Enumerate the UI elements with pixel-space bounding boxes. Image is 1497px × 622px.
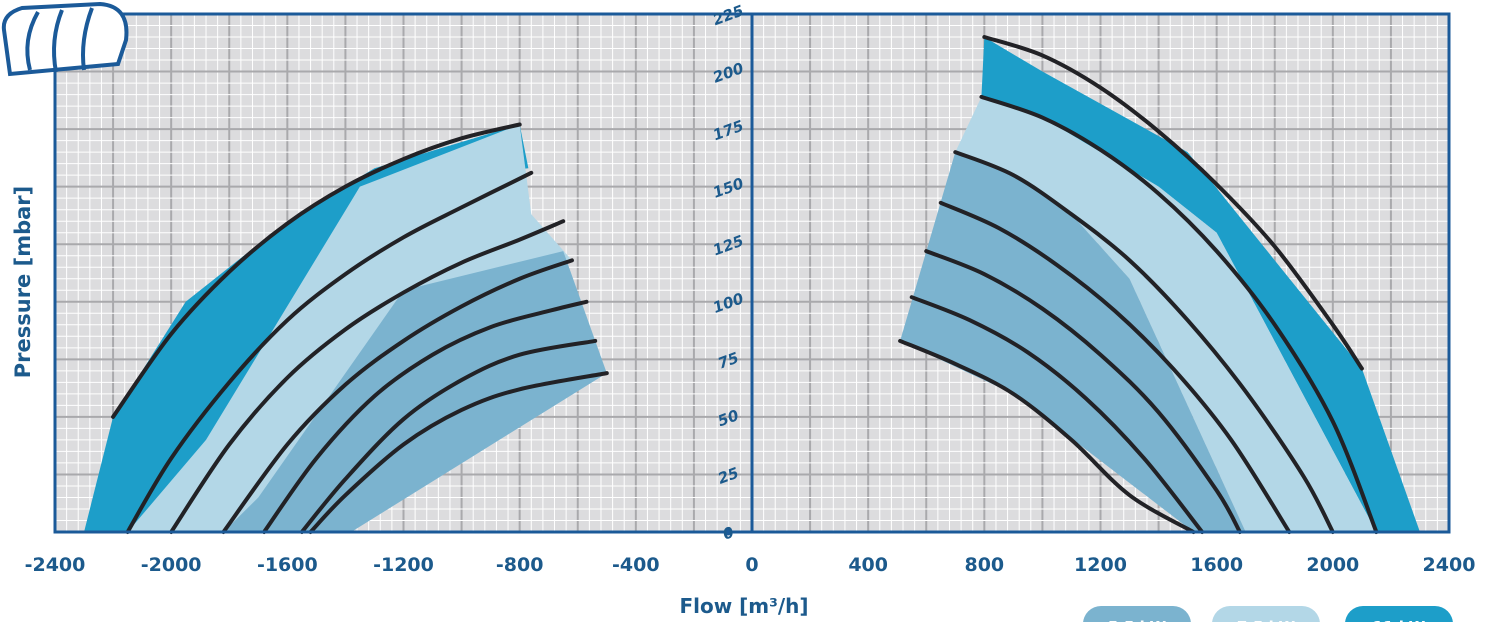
pressure-curve bbox=[111, 122, 522, 419]
legend-item: 5.5 kW bbox=[1083, 606, 1191, 622]
x-tick-label: 0 bbox=[745, 554, 758, 576]
origin-marker bbox=[724, 528, 732, 536]
region-5-5-kw bbox=[900, 152, 1246, 532]
x-tick-label: 1200 bbox=[1074, 554, 1127, 576]
x-tick-label: 2400 bbox=[1423, 554, 1476, 576]
pressure-curve bbox=[221, 258, 574, 534]
region-11-kw bbox=[981, 37, 1420, 533]
curves bbox=[111, 35, 1379, 534]
pressure-curve bbox=[979, 94, 1379, 534]
pressure-curve bbox=[909, 295, 1205, 534]
x-tick-label: 1600 bbox=[1190, 554, 1243, 576]
legend: 5.5 kW 7.5 kW 11 kW bbox=[1083, 606, 1453, 622]
x-tick-label: -1200 bbox=[373, 554, 434, 576]
x-axis-title: Flow [m³/h] bbox=[679, 594, 808, 618]
legend-label: 11 kW bbox=[1373, 618, 1426, 622]
pressure-curve bbox=[924, 249, 1242, 534]
y-axis-title: Pressure [mbar] bbox=[11, 186, 35, 379]
x-tick-label: -400 bbox=[612, 554, 660, 576]
pressure-curve bbox=[169, 219, 566, 534]
legend-item: 7.5 kW bbox=[1212, 606, 1320, 622]
region-11-kw bbox=[84, 124, 529, 533]
pressure-curve bbox=[953, 150, 1335, 534]
pressure-curve bbox=[262, 299, 589, 534]
pressure-curve bbox=[308, 371, 609, 534]
legend-label: 5.5 kW bbox=[1108, 618, 1167, 622]
legend-label: 7.5 kW bbox=[1237, 618, 1296, 622]
x-tick-label: -2000 bbox=[141, 554, 202, 576]
pressure-curve bbox=[898, 338, 1196, 534]
legend-swatch bbox=[1212, 606, 1320, 622]
x-tick-label: -1600 bbox=[257, 554, 318, 576]
legend-swatch bbox=[1083, 606, 1191, 622]
x-tick-label: 800 bbox=[964, 554, 1004, 576]
x-tick-label: 400 bbox=[848, 554, 888, 576]
x-tick-label: 2000 bbox=[1306, 554, 1359, 576]
x-tick-label: -800 bbox=[496, 554, 544, 576]
pressure-curve bbox=[125, 170, 534, 534]
pressure-curve bbox=[299, 338, 598, 534]
pressure-curve bbox=[938, 200, 1292, 534]
legend-item: 11 kW bbox=[1345, 606, 1453, 622]
pressure-curve bbox=[982, 35, 1364, 371]
legend-swatch bbox=[1345, 606, 1453, 622]
x-tick-label: -2400 bbox=[25, 554, 86, 576]
x-ticks: -2400 -2000 -1600 -1200 -800 -400 0 400 800 1200 1… bbox=[25, 554, 1476, 576]
hand-icon bbox=[1, 1, 129, 77]
